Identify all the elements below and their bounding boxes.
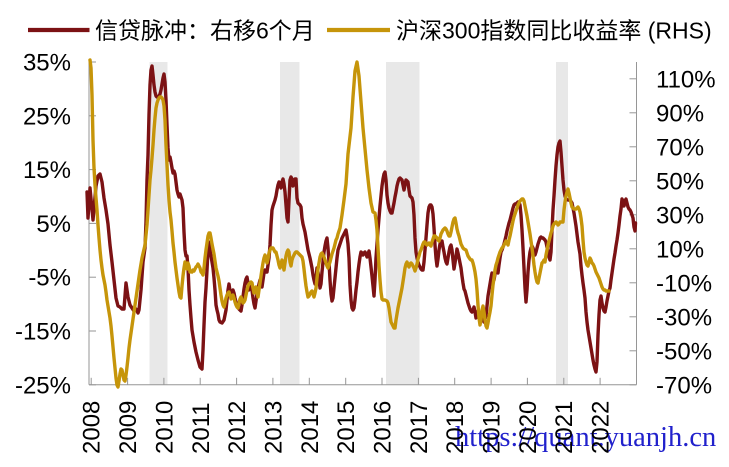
svg-text:2012: 2012 xyxy=(224,401,251,454)
svg-text:5%: 5% xyxy=(36,211,71,238)
svg-text:-15%: -15% xyxy=(15,319,71,346)
svg-text:-5%: -5% xyxy=(28,265,71,292)
svg-text:2018: 2018 xyxy=(442,401,469,454)
svg-text:25%: 25% xyxy=(23,103,71,130)
svg-text:2016: 2016 xyxy=(370,401,397,454)
svg-text:50%: 50% xyxy=(656,168,704,195)
svg-text:90%: 90% xyxy=(656,100,704,127)
svg-text:2009: 2009 xyxy=(115,401,142,454)
svg-text:2020: 2020 xyxy=(515,401,542,454)
svg-text:15%: 15% xyxy=(23,157,71,184)
svg-text:2010: 2010 xyxy=(151,401,178,454)
svg-text:70%: 70% xyxy=(656,134,704,161)
svg-text:10%: 10% xyxy=(656,236,704,263)
svg-text:2021: 2021 xyxy=(551,401,578,454)
svg-text:2017: 2017 xyxy=(406,401,433,454)
svg-text:-50%: -50% xyxy=(656,338,712,365)
svg-text:30%: 30% xyxy=(656,202,704,229)
svg-text:2022: 2022 xyxy=(588,401,615,454)
svg-text:-25%: -25% xyxy=(15,372,71,399)
svg-text:沪深300指数同比收益率 (RHS): 沪深300指数同比收益率 (RHS) xyxy=(396,18,712,44)
svg-text:2008: 2008 xyxy=(79,401,106,454)
svg-text:2013: 2013 xyxy=(260,401,287,454)
svg-text:110%: 110% xyxy=(656,66,716,93)
svg-text:2011: 2011 xyxy=(188,402,215,454)
svg-text:-10%: -10% xyxy=(656,270,712,297)
svg-text:-30%: -30% xyxy=(656,304,712,331)
svg-text:-70%: -70% xyxy=(656,372,712,399)
svg-text:信贷脉冲：右移6个月: 信贷脉冲：右移6个月 xyxy=(95,18,315,44)
svg-text:2014: 2014 xyxy=(297,401,324,454)
svg-text:https://quant.yuanjh.cn: https://quant.yuanjh.cn xyxy=(455,422,716,453)
svg-text:2019: 2019 xyxy=(479,401,506,454)
svg-text:35%: 35% xyxy=(23,50,71,77)
svg-text:2015: 2015 xyxy=(333,401,360,454)
